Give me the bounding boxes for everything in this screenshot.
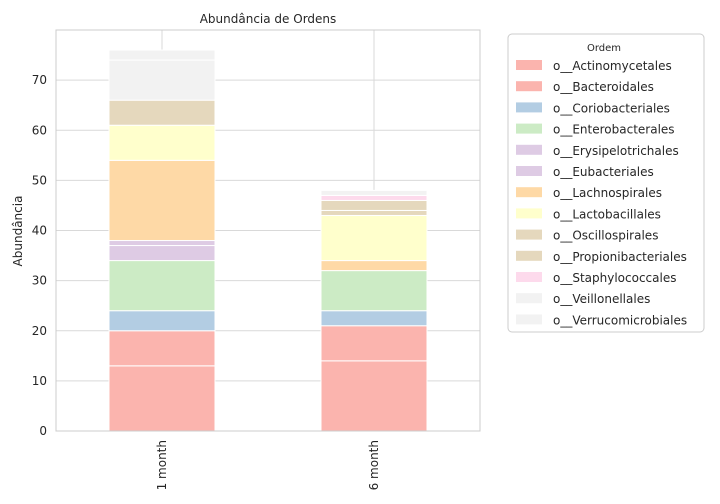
bar-segment	[320, 260, 428, 272]
bar-segment	[108, 59, 216, 101]
bar-segment	[320, 194, 428, 201]
legend-swatch	[516, 229, 542, 240]
legend-swatch	[516, 144, 542, 155]
y-axis: 0 10 20 30 40 50 60 70	[32, 73, 47, 438]
bar-segment	[108, 245, 216, 262]
bar-segment	[320, 270, 428, 312]
bar-segment	[320, 214, 428, 262]
legend-label: o__Veillonellales	[553, 292, 650, 306]
bar-segment	[320, 325, 428, 362]
y-axis-label: Abundância	[11, 196, 25, 267]
legend-label: o__Coriobacteriales	[553, 101, 670, 115]
y-tick-label: 10	[32, 374, 47, 388]
bar-segment	[108, 260, 216, 312]
legend-swatch	[516, 187, 542, 198]
legend-label: o__Lactobacillales	[553, 207, 661, 221]
legend-label: o__Verrucomicrobiales	[553, 313, 687, 327]
legend-label: o__Enterobacterales	[553, 123, 675, 137]
bar-segment	[108, 124, 216, 161]
bar-segment	[108, 240, 216, 247]
legend-swatch	[516, 314, 542, 325]
bars	[108, 49, 428, 432]
bar-segment	[320, 209, 428, 216]
legend-label: o__Oscillospirales	[553, 229, 658, 243]
y-tick-label: 0	[39, 424, 47, 438]
legend-swatch	[516, 102, 542, 113]
legend-swatch	[516, 123, 542, 134]
legend-swatch	[516, 293, 542, 304]
legend-label: o__Propionibacteriales	[553, 250, 687, 264]
legend-swatch	[516, 81, 542, 92]
y-tick-label: 50	[32, 173, 47, 187]
legend-label: o__Erysipelotrichales	[553, 144, 679, 158]
legend-label: o__Bacteroidales	[553, 80, 654, 94]
legend-label: o__Eubacteriales	[553, 165, 654, 179]
legend-frame	[507, 33, 705, 333]
legend-label: o__Staphylococcales	[553, 271, 676, 285]
y-tick-label: 60	[32, 123, 47, 137]
y-tick-label: 20	[32, 324, 47, 338]
legend-items: o__Actinomycetales o__Bacteroidales o__Cor…	[516, 59, 687, 327]
legend-swatch	[516, 166, 542, 176]
legend-label: o__Lachnospirales	[553, 186, 662, 200]
bar-segment	[108, 99, 216, 126]
bar-segment	[320, 189, 428, 196]
bar-segment	[320, 360, 428, 432]
plot-frame	[55, 29, 481, 432]
y-tick-label: 40	[32, 224, 47, 238]
bar-segment	[108, 159, 216, 242]
legend-title: Ordem	[587, 43, 621, 54]
bar-segment	[108, 310, 216, 332]
bar-segment	[320, 199, 428, 211]
x-tick-label: 6 month	[367, 440, 381, 490]
legend-swatch	[516, 60, 542, 70]
y-tick-label: 30	[32, 274, 47, 288]
bar-segment	[320, 310, 428, 327]
y-tick-label: 70	[32, 73, 47, 87]
x-tick-label: 1 month	[155, 440, 169, 490]
legend-swatch	[516, 250, 542, 261]
chart-title: Abundância de Ordens	[200, 12, 337, 26]
bar-segment	[108, 49, 216, 61]
legend-swatch	[516, 272, 542, 282]
legend-label: o__Actinomycetales	[553, 59, 672, 73]
bar-segment	[108, 330, 216, 367]
x-axis: 1 month 6 month	[155, 440, 381, 490]
legend-swatch	[516, 208, 542, 219]
legend: Ordem o__Actinomycetales o__Bacteroidales…	[507, 33, 705, 333]
bar-segment	[108, 365, 216, 432]
